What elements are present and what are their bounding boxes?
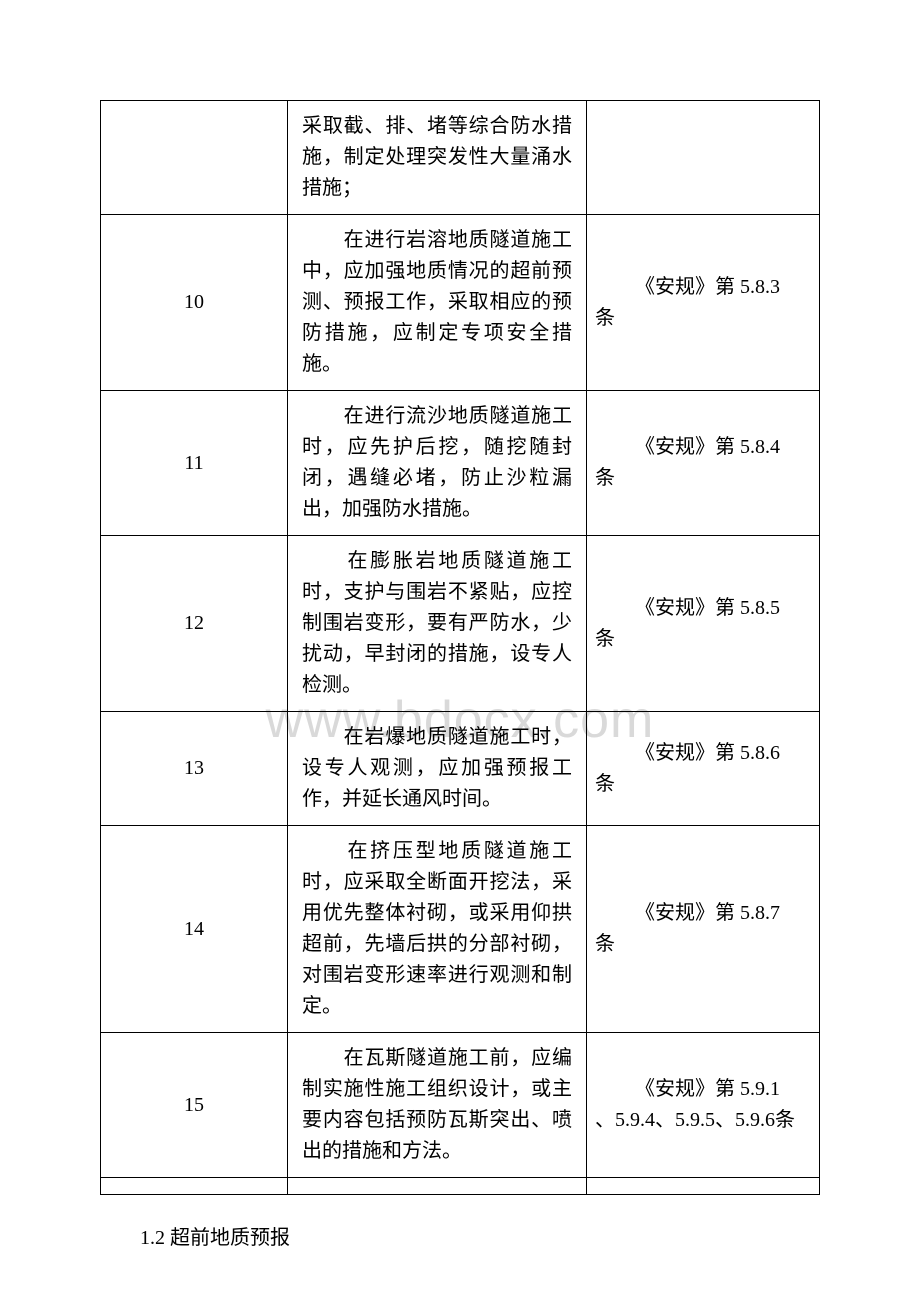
section-heading: 1.2 超前地质预报 <box>100 1221 820 1250</box>
ref-text-2: 条 <box>595 624 807 655</box>
table-row: 10 在进行岩溶地质隧道施工中，应加强地质情况的超前预测、预报工作，采取相应的预… <box>101 215 820 391</box>
table-row: 12 在膨胀岩地质隧道施工时，支护与围岩不紧贴，应控制围岩变形，要有严防水，少扰… <box>101 536 820 712</box>
cell-number: 15 <box>101 1033 288 1178</box>
cell-description: 在进行岩溶地质隧道施工中，应加强地质情况的超前预测、预报工作，采取相应的预防措施… <box>288 215 587 391</box>
cell-reference: 《安规》第 5.9.1 、5.9.4、5.9.5、5.9.6条 <box>587 1033 820 1178</box>
cell-number <box>101 101 288 215</box>
cell-description: 在膨胀岩地质隧道施工时，支护与围岩不紧贴，应控制围岩变形，要有严防水，少扰动，早… <box>288 536 587 712</box>
cell-number: 10 <box>101 215 288 391</box>
cell-reference: 《安规》第 5.8.5 条 <box>587 536 820 712</box>
cell-reference: 《安规》第 5.8.3 条 <box>587 215 820 391</box>
cell-description: 在岩爆地质隧道施工时，设专人观测，应加强预报工作，并延长通风时间。 <box>288 712 587 826</box>
table-empty-row <box>101 1178 820 1195</box>
cell-description: 在挤压型地质隧道施工时，应采取全断面开挖法，采用优先整体衬砌，或采用仰拱超前，先… <box>288 826 587 1033</box>
cell-reference: 《安规》第 5.8.4 条 <box>587 391 820 536</box>
ref-text-1: 《安规》第 5.8.5 <box>595 593 807 624</box>
table-row: 13 在岩爆地质隧道施工时，设专人观测，应加强预报工作，并延长通风时间。 《安规… <box>101 712 820 826</box>
cell-number: 11 <box>101 391 288 536</box>
cell-number: 14 <box>101 826 288 1033</box>
table-row: 采取截、排、堵等综合防水措施，制定处理突发性大量涌水措施； <box>101 101 820 215</box>
ref-text-1: 《安规》第 5.8.4 <box>595 432 807 463</box>
regulation-table: 采取截、排、堵等综合防水措施，制定处理突发性大量涌水措施； 10 在进行岩溶地质… <box>100 100 820 1195</box>
cell-reference: 《安规》第 5.8.6 条 <box>587 712 820 826</box>
ref-text-2: 条 <box>595 929 807 960</box>
document-page: 采取截、排、堵等综合防水措施，制定处理突发性大量涌水措施； 10 在进行岩溶地质… <box>0 0 920 1250</box>
ref-text-2: 条 <box>595 303 807 334</box>
cell-reference: 《安规》第 5.8.7 条 <box>587 826 820 1033</box>
cell-reference <box>587 101 820 215</box>
ref-text-1: 《安规》第 5.8.7 <box>595 898 807 929</box>
cell-number: 13 <box>101 712 288 826</box>
cell-empty <box>587 1178 820 1195</box>
table-row: 14 在挤压型地质隧道施工时，应采取全断面开挖法，采用优先整体衬砌，或采用仰拱超… <box>101 826 820 1033</box>
ref-text-2: 、5.9.4、5.9.5、5.9.6条 <box>595 1105 807 1136</box>
cell-empty <box>101 1178 288 1195</box>
cell-number: 12 <box>101 536 288 712</box>
cell-description: 采取截、排、堵等综合防水措施，制定处理突发性大量涌水措施； <box>288 101 587 215</box>
ref-text-1: 《安规》第 5.8.6 <box>595 738 807 769</box>
cell-description: 在进行流沙地质隧道施工时，应先护后挖，随挖随封闭，遇缝必堵，防止沙粒漏出，加强防… <box>288 391 587 536</box>
cell-empty <box>288 1178 587 1195</box>
cell-description: 在瓦斯隧道施工前，应编制实施性施工组织设计，或主要内容包括预防瓦斯突出、喷出的措… <box>288 1033 587 1178</box>
ref-text-1: 《安规》第 5.9.1 <box>595 1074 807 1105</box>
table-row: 11 在进行流沙地质隧道施工时，应先护后挖，随挖随封闭，遇缝必堵，防止沙粒漏出，… <box>101 391 820 536</box>
ref-text-2: 条 <box>595 769 807 800</box>
table-row: 15 在瓦斯隧道施工前，应编制实施性施工组织设计，或主要内容包括预防瓦斯突出、喷… <box>101 1033 820 1178</box>
ref-text-2: 条 <box>595 463 807 494</box>
ref-text-1: 《安规》第 5.8.3 <box>595 272 807 303</box>
